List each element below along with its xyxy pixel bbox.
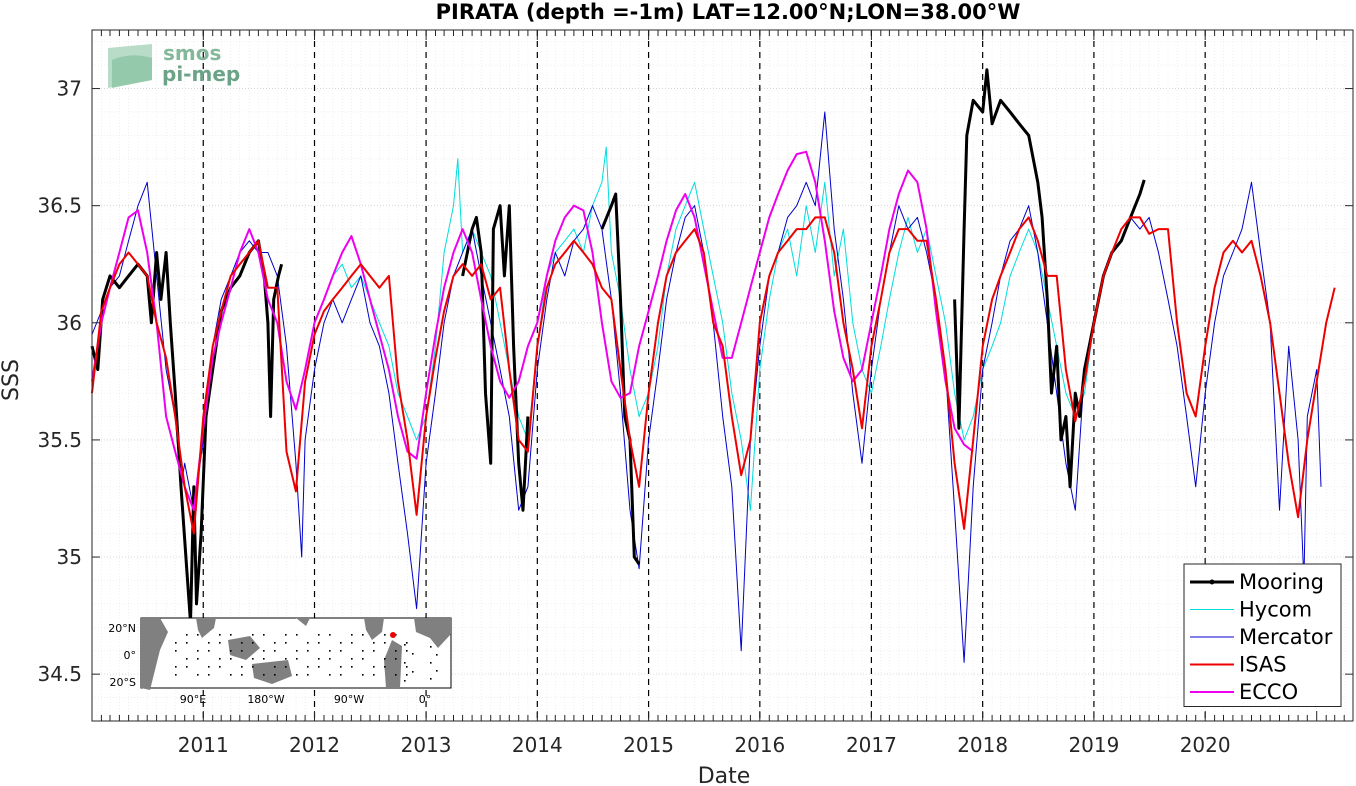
map-lon-label-90e: 90°E (180, 693, 206, 706)
y-tick-label: 36 (57, 311, 82, 335)
x-tick-label: 2013 (401, 733, 452, 757)
series-line-isas (91, 216, 1336, 535)
map-lon-label-180w: 180°W (247, 693, 284, 706)
x-tick-label: 2015 (623, 733, 674, 757)
x-axis: 2011 2012 2013 2014 2015 2016 2017 2018 2019 2020 (91, 30, 1345, 757)
x-tick-label: 2014 (512, 733, 563, 757)
map-lon-label-90w: 90°W (334, 693, 364, 706)
logo-wave-icon-2 (112, 55, 152, 88)
inset-map-ocean (140, 617, 452, 689)
y-tick-label: 35 (57, 545, 82, 569)
logo-text-pimep: pi-mep (162, 62, 240, 86)
legend-label-hycom: Hycom (1239, 598, 1312, 622)
x-axis-label: Date (698, 764, 751, 786)
x-tick-label: 2011 (178, 733, 229, 757)
inset-map-land (141, 618, 451, 690)
smos-pimep-logo: smos pi-mep (108, 41, 240, 88)
logo-text-smos: smos (163, 41, 221, 65)
y-axis: 34.5 35 35.5 36 36.5 37 (37, 77, 1353, 686)
x-tick-label: 2016 (734, 733, 785, 757)
selected-mooring-marker (390, 632, 396, 638)
minor-grid (91, 30, 1353, 722)
minor-grid-lines (91, 30, 1353, 722)
legend-label-isas: ISAS (1239, 653, 1287, 677)
y-tick-label: 37 (57, 77, 82, 101)
map-lat-label-north: 20°N (108, 622, 136, 635)
x-tick-label: 2020 (1180, 733, 1231, 757)
x-tick-label: 2017 (846, 733, 897, 757)
legend-marker (1209, 579, 1215, 585)
map-lat-label-south: 20°S (110, 676, 136, 689)
legend-label-ecco: ECCO (1239, 680, 1298, 704)
y-tick-label: 35.5 (37, 428, 82, 452)
series-line-hycom (314, 146, 1095, 511)
legend-label-mooring: Mooring (1239, 570, 1324, 594)
legend-label-mercator: Mercator (1239, 625, 1333, 649)
y-axis-label: SSS (0, 359, 24, 401)
legend: Mooring Hycom Mercator ISAS ECCO (1183, 563, 1342, 707)
map-lat-label-equator: 0° (124, 649, 137, 662)
series-line-ecco (91, 150, 974, 512)
y-tick-label: 34.5 (37, 662, 82, 686)
inset-map: 20°N 0° 20°S 90°E 180°W 90°W 0° (108, 617, 452, 706)
x-tick-label: 2018 (957, 733, 1008, 757)
legend-box (1183, 563, 1342, 707)
x-tick-label: 2019 (1068, 733, 1119, 757)
x-tick-marks (91, 30, 1345, 721)
map-lon-label-0: 0° (419, 693, 432, 706)
series-line-mercator (91, 111, 1322, 663)
y-tick-label: 36.5 (37, 194, 82, 218)
chart-title: PIRATA (depth =-1m) LAT=12.00°N;LON=38.0… (436, 0, 1021, 24)
x-tick-label: 2012 (289, 733, 340, 757)
